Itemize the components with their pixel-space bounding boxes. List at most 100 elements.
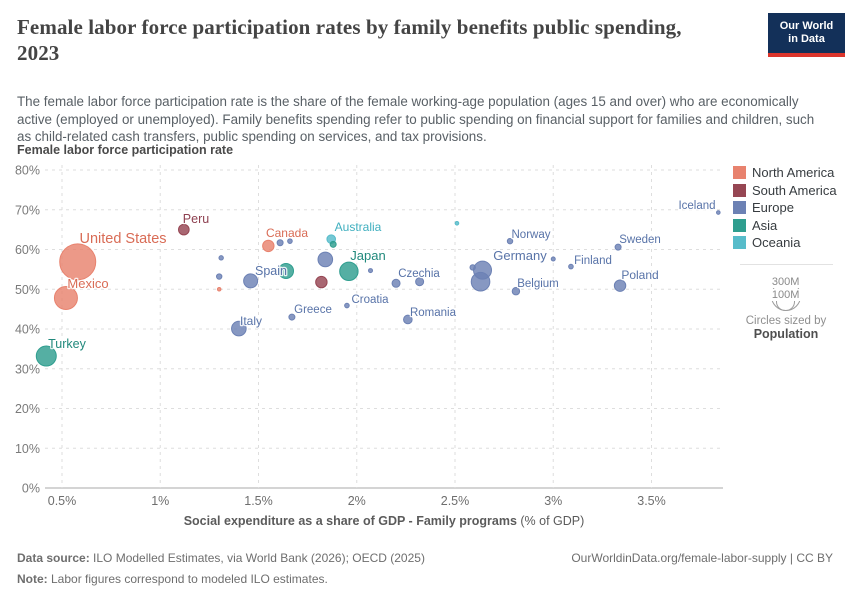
data-point-united-states[interactable] — [59, 243, 97, 281]
data-point-europe-unlabeled[interactable] — [218, 255, 224, 261]
x-tick-label-0.5: 0.5% — [48, 494, 77, 508]
footer-note-line: Note: Labor figures correspond to modele… — [17, 572, 833, 586]
legend-item-north-america[interactable]: North America — [733, 164, 845, 182]
country-label-poland: Poland — [621, 268, 658, 282]
data-point-finland[interactable] — [568, 263, 574, 270]
data-point-spain[interactable] — [243, 273, 259, 289]
country-label-croatia: Croatia — [351, 294, 389, 306]
data-point-croatia[interactable] — [344, 302, 350, 309]
legend-label-asia: Asia — [752, 217, 778, 233]
data-point-sweden[interactable] — [614, 243, 622, 251]
y-tick-label-70: 70% — [15, 203, 40, 217]
data-point-turkey[interactable] — [35, 345, 57, 367]
owid-logo[interactable]: Our World in Data — [768, 13, 845, 57]
legend-swatch-asia — [733, 218, 746, 232]
data-point-north-america-unlabeled[interactable] — [216, 286, 222, 292]
y-tick-label-60: 60% — [15, 243, 40, 257]
footer-note-text: Labor figures correspond to modeled ILO … — [47, 572, 328, 586]
y-tick-label-20: 20% — [15, 402, 40, 416]
data-point-japan[interactable] — [339, 261, 359, 282]
footer-note: Note: Labor figures correspond to modele… — [17, 572, 328, 586]
data-point-europe-unlabeled[interactable] — [368, 268, 374, 274]
data-point-south-america-unlabeled[interactable] — [315, 275, 328, 289]
country-label-spain: Spain — [255, 264, 287, 278]
owid-logo-line2: in Data — [788, 33, 825, 45]
legend-label-north-america: North America — [752, 165, 835, 181]
x-tick-label-2.5: 2.5% — [441, 494, 470, 508]
data-point-europe-unlabeled[interactable] — [276, 239, 284, 247]
data-point-poland[interactable] — [613, 279, 627, 292]
footer-source-text: ILO Modelled Estimates, via World Bank (… — [89, 551, 425, 565]
chart-subtitle: The female labor force participation rat… — [17, 94, 815, 144]
data-point-mexico[interactable] — [53, 285, 78, 310]
data-point-europe-unlabeled[interactable] — [391, 278, 401, 288]
legend-item-asia[interactable]: Asia — [733, 217, 845, 235]
x-tick-label-3.5: 3.5% — [637, 494, 666, 508]
legend-label-europe: Europe — [752, 200, 794, 216]
continent-legend: North America South America Europe Asia … — [733, 164, 845, 252]
country-label-mexico: Mexico — [67, 276, 108, 291]
country-label-norway: Norway — [512, 229, 551, 241]
legend-swatch-south-america — [733, 183, 746, 197]
country-label-romania: Romania — [410, 307, 457, 319]
y-tick-label-30: 30% — [15, 362, 40, 376]
data-point-oceania-unlabeled[interactable] — [454, 220, 460, 226]
legend-item-europe[interactable]: Europe — [733, 199, 845, 217]
country-label-united-states: United States — [79, 231, 166, 247]
country-label-sweden: Sweden — [619, 234, 661, 246]
country-label-czechia: Czechia — [398, 268, 440, 280]
country-label-belgium: Belgium — [517, 278, 559, 290]
footer-source-line: Data source: ILO Modelled Estimates, via… — [17, 551, 833, 565]
size-legend-caption-line1: Circles sized by — [745, 315, 827, 327]
country-label-japan: Japan — [350, 248, 385, 263]
data-point-norway[interactable] — [506, 237, 514, 245]
owid-logo-line1: Our World — [779, 20, 834, 32]
legend-item-south-america[interactable]: South America — [733, 182, 845, 200]
x-axis-title-units: (% of GDP) — [516, 514, 585, 528]
country-label-greece: Greece — [294, 304, 332, 316]
footer-link[interactable]: OurWorldinData.org/female-labor-supply |… — [571, 551, 833, 565]
size-legend-big-label: 300M — [769, 275, 802, 288]
country-label-finland: Finland — [574, 255, 612, 267]
x-axis-title: Social expenditure as a share of GDP - F… — [45, 514, 723, 528]
size-legend-caption: Circles sized by Population — [736, 315, 836, 342]
data-point-germany[interactable] — [473, 260, 493, 280]
country-label-peru: Peru — [183, 212, 209, 226]
y-tick-label-10: 10% — [15, 442, 40, 456]
data-point-asia-unlabeled[interactable] — [278, 262, 295, 279]
country-label-iceland: Iceland — [678, 200, 715, 212]
country-label-turkey: Turkey — [48, 337, 86, 351]
data-point-europe-unlabeled[interactable] — [550, 256, 556, 262]
data-point-europe-unlabeled[interactable] — [469, 264, 476, 271]
data-point-asia-unlabeled[interactable] — [329, 240, 337, 248]
data-point-europe-unlabeled[interactable] — [317, 251, 334, 268]
data-point-romania[interactable] — [403, 314, 413, 325]
footer-note-prefix: Note: — [17, 572, 48, 586]
country-label-canada: Canada — [266, 226, 308, 240]
data-point-greece[interactable] — [288, 313, 296, 321]
x-tick-label-3: 3% — [544, 494, 562, 508]
data-point-europe-unlabeled[interactable] — [287, 238, 293, 244]
country-label-italy: Italy — [240, 314, 262, 328]
x-tick-label-2: 2% — [348, 494, 366, 508]
size-legend-caption-line2: Population — [753, 327, 819, 341]
page-title: Female labor force participation rates b… — [17, 15, 682, 65]
legend-swatch-oceania — [733, 236, 746, 250]
y-axis-title: Female labor force participation rate — [17, 143, 234, 157]
data-point-belgium[interactable] — [511, 287, 521, 296]
legend-label-oceania: Oceania — [752, 235, 801, 251]
data-point-peru[interactable] — [178, 223, 190, 236]
footer-source-prefix: Data source: — [17, 551, 90, 565]
x-axis-title-bold: Social expenditure as a share of GDP - F… — [183, 514, 517, 528]
data-point-europe-unlabeled[interactable] — [216, 273, 223, 280]
data-point-iceland[interactable] — [716, 210, 721, 215]
data-point-canada[interactable] — [262, 239, 275, 253]
data-point-italy[interactable] — [231, 320, 247, 337]
legend-item-oceania[interactable]: Oceania — [733, 234, 845, 252]
y-tick-label-50: 50% — [15, 283, 40, 297]
x-tick-label-1: 1% — [151, 494, 169, 508]
country-label-germany: Germany — [493, 248, 547, 263]
footer-source: Data source: ILO Modelled Estimates, via… — [17, 551, 425, 565]
data-point-czechia[interactable] — [415, 277, 425, 287]
